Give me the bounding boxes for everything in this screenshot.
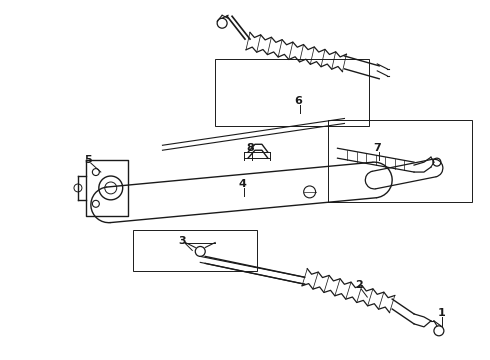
Bar [327, 121, 472, 202]
Text: 2: 2 [355, 280, 363, 290]
Text: 7: 7 [373, 143, 381, 153]
Bar [133, 230, 257, 271]
Text: 3: 3 [178, 235, 186, 246]
Text: 8: 8 [246, 143, 254, 153]
Text: 1: 1 [438, 308, 446, 318]
Text: 4: 4 [238, 179, 246, 189]
Bar [215, 59, 369, 126]
Text: 6: 6 [294, 96, 302, 105]
Text: 5: 5 [84, 155, 92, 165]
